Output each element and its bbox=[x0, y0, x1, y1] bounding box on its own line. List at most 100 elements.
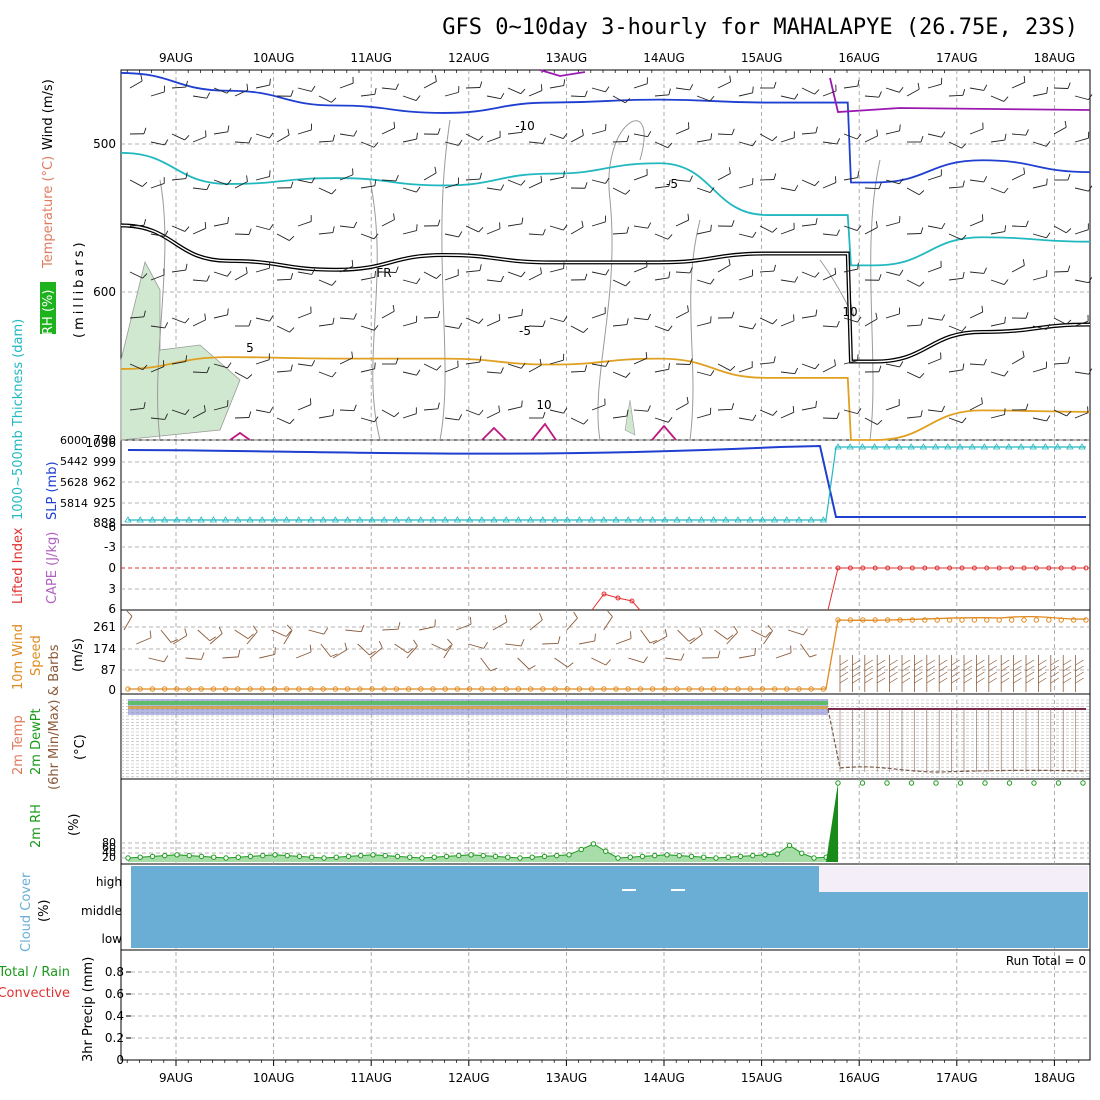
rh2m-marker bbox=[272, 852, 278, 858]
barb-staff bbox=[192, 95, 207, 99]
rh2m-marker bbox=[505, 854, 511, 860]
wind10-barb-flag bbox=[1050, 671, 1059, 678]
barb-staff bbox=[864, 135, 878, 143]
thickness-marker bbox=[282, 516, 291, 523]
barb-staff bbox=[612, 232, 627, 235]
barb-staff bbox=[948, 325, 963, 332]
barb-staff bbox=[927, 83, 942, 89]
barb-staff bbox=[885, 87, 900, 93]
barb-flag bbox=[498, 405, 501, 412]
wind-barb bbox=[570, 220, 584, 235]
thickness-marker bbox=[587, 516, 596, 523]
wind10-marker bbox=[897, 617, 903, 623]
wind10-marker bbox=[922, 617, 928, 623]
li-marker bbox=[984, 565, 990, 571]
wind-barb bbox=[339, 259, 354, 273]
barb-flag bbox=[983, 358, 987, 366]
x-tick-label-bottom: 11AUG bbox=[350, 1071, 392, 1085]
wind-barb bbox=[444, 139, 463, 146]
wind-barb bbox=[906, 187, 925, 196]
rh2m-spike bbox=[826, 783, 838, 862]
barb-staff bbox=[549, 317, 564, 323]
barb-staff bbox=[419, 626, 435, 631]
wind10-marker bbox=[996, 617, 1002, 623]
wind10-barb-flag bbox=[976, 677, 985, 684]
wind-barb bbox=[360, 141, 379, 148]
barb-flag bbox=[500, 367, 504, 374]
barb-flag bbox=[373, 324, 379, 331]
wind-barb bbox=[654, 362, 671, 373]
barb-staff bbox=[612, 371, 627, 378]
wind10-marker bbox=[759, 686, 766, 692]
barb-flag bbox=[581, 220, 584, 228]
barb-flag bbox=[164, 413, 168, 420]
barb-staff bbox=[969, 87, 984, 91]
barb-flag bbox=[1004, 133, 1007, 141]
barb-flag bbox=[878, 182, 882, 189]
barb-flag bbox=[815, 218, 818, 225]
barb-flag bbox=[143, 310, 146, 317]
wind-barb bbox=[171, 355, 188, 365]
wind-barb bbox=[969, 176, 988, 183]
wind10-marker bbox=[149, 686, 156, 692]
wind-barb bbox=[591, 177, 610, 184]
barb-staff bbox=[171, 178, 186, 181]
wind-barb bbox=[150, 139, 169, 146]
wind-barb bbox=[507, 362, 526, 369]
wind10-barb bbox=[517, 657, 536, 670]
barb-staff bbox=[714, 629, 728, 640]
barb-flag bbox=[163, 268, 165, 276]
rh2m-marker bbox=[492, 853, 499, 860]
barb-staff bbox=[549, 225, 564, 231]
wind-barb bbox=[213, 400, 229, 411]
thickness-marker bbox=[124, 516, 132, 523]
wind-barb bbox=[948, 180, 965, 189]
thickness-marker bbox=[295, 516, 303, 523]
barb-staff bbox=[717, 264, 731, 273]
barb-flag bbox=[875, 312, 878, 320]
wind-barb bbox=[1032, 415, 1051, 422]
barb-flag bbox=[668, 88, 671, 95]
wind-barb bbox=[360, 233, 379, 240]
wind10-marker bbox=[1058, 617, 1064, 623]
wind-barb bbox=[1032, 178, 1048, 189]
barb-flag bbox=[163, 85, 165, 92]
barb-staff bbox=[297, 221, 312, 227]
barb-flag bbox=[626, 226, 629, 234]
rh2m-marker bbox=[235, 854, 241, 860]
barb-flag bbox=[331, 97, 337, 103]
wind10-barb-flag bbox=[1001, 665, 1010, 672]
thickness-marker bbox=[307, 516, 315, 523]
barb-staff bbox=[738, 141, 753, 147]
barb-flag bbox=[353, 221, 358, 228]
wind-barb bbox=[780, 184, 799, 192]
barb-staff bbox=[990, 322, 1005, 327]
wind-barb bbox=[549, 224, 568, 231]
wind-barb bbox=[969, 267, 987, 274]
barb-flag bbox=[961, 143, 967, 149]
barb-staff bbox=[1011, 133, 1026, 136]
wind-barb bbox=[276, 128, 290, 143]
wind-barb bbox=[969, 358, 987, 366]
li-marker bbox=[909, 565, 915, 571]
barb-staff bbox=[1074, 137, 1089, 143]
thickness-marker bbox=[661, 516, 669, 523]
barb-staff bbox=[150, 325, 165, 329]
barb-flag bbox=[1046, 178, 1048, 185]
wind-barb bbox=[297, 85, 316, 92]
wind10-marker bbox=[984, 617, 990, 623]
wind-barb bbox=[822, 138, 841, 145]
barb-flag bbox=[374, 179, 377, 186]
barb-staff bbox=[885, 271, 900, 276]
rh2m-marker bbox=[1055, 780, 1062, 786]
wind-barb bbox=[990, 279, 1009, 285]
wind-barb bbox=[717, 167, 731, 181]
wind-barb bbox=[507, 126, 524, 135]
wind-barb bbox=[843, 262, 859, 273]
barb-flag bbox=[899, 269, 904, 276]
wind-barb bbox=[927, 77, 943, 89]
wind10-barb bbox=[234, 629, 254, 640]
rh2m-marker bbox=[590, 841, 597, 847]
barb-flag bbox=[803, 628, 808, 636]
wind-barb bbox=[675, 122, 690, 135]
